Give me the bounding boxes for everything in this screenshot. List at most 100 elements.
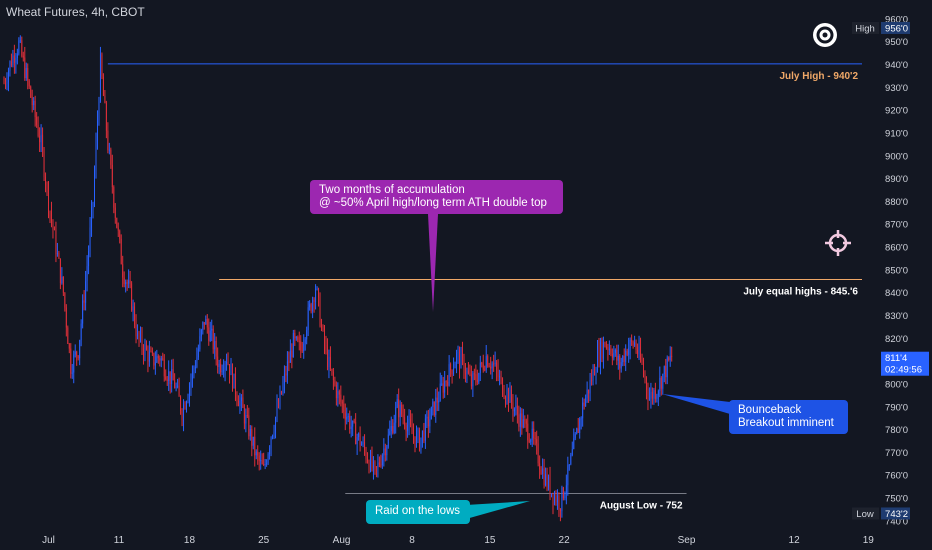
candle-body [16,53,18,59]
candle-body [165,376,167,380]
candle-body [448,364,450,386]
candle-body [163,359,165,377]
candle-body [48,185,49,212]
candle-body [326,346,328,368]
candle-body [67,327,69,344]
y-tick-label: 840'0 [885,288,908,299]
low-tag-value-bg [881,507,910,520]
candle-body [594,368,595,376]
y-tick-label: 950'0 [885,37,908,48]
candle-body [224,363,226,371]
candle-body [396,398,398,408]
candle-body [191,369,193,380]
candle-body [516,405,518,415]
candle-body [404,417,406,426]
y-tick-label: 770'0 [885,448,908,459]
candle-body [482,364,484,370]
candle-body [533,428,535,439]
candle-body [12,55,14,66]
candle-body [605,346,607,348]
candle-body [510,389,512,403]
candle-body [175,386,177,388]
candle-body [71,372,73,374]
candle-body [43,150,45,177]
candle-body [269,448,271,455]
candle-body [64,292,66,308]
candle-body [565,485,567,494]
candle-body [390,426,392,432]
candle-body [328,356,330,368]
candle-body [85,281,87,303]
candle-body [76,351,78,356]
candle-body [117,227,119,231]
candle-body [312,299,314,312]
candle-body [556,496,558,503]
candle-body [586,389,588,398]
candle-body [223,370,225,372]
candle-body [324,329,325,345]
candle-body [61,276,63,284]
candle-body [631,339,633,342]
candle-body [623,356,625,362]
bounce-callout[interactable]: Bounceback Breakout imminent [729,400,848,434]
candle-body [346,416,348,420]
candle-body [264,463,266,465]
candle-body [427,416,429,427]
candle-body [145,344,147,350]
candle-body [193,368,195,370]
candle-body [285,373,287,376]
candle-body [157,356,159,359]
y-tick-label: 940'0 [885,60,908,71]
candle-body [568,464,570,466]
price-axis: 960'0 950'0 940'0 930'0 920'0 910'0 900'0 890'0… [852,14,929,527]
candle-body [83,300,85,303]
candle-body [411,424,413,434]
candle-body [442,383,444,393]
candle-body [28,80,30,87]
bounce-callout-line2: Breakout imminent [738,417,834,429]
candle-body [601,342,603,359]
candle-body [570,455,572,465]
candle-body [651,391,653,399]
y-tick-label: 830'0 [885,311,908,322]
candle-body [273,431,275,436]
candle-body [447,381,449,386]
high-tag-value: 956'0 [885,23,908,34]
low-tag-label: Low [856,509,874,520]
candle-body [298,340,300,342]
candle-body [322,326,324,330]
candle-body [595,371,597,376]
candle-body [564,493,566,499]
candle-body [56,252,58,255]
candle-body [116,217,118,228]
candle-body [286,361,288,376]
candle-body [34,100,36,118]
candle-body [451,370,453,375]
candle-body [178,385,180,397]
accumulation-callout[interactable]: Two months of accumulation @ ~50% April … [310,180,563,214]
y-tick-label: 870'0 [885,220,908,231]
candle-body [13,55,15,63]
y-tick-label: 930'0 [885,83,908,94]
x-tick-label: Jul [42,535,55,546]
crosshair-icon[interactable] [825,230,851,256]
candle-body [377,462,379,468]
candle-body [647,389,649,400]
raid-callout[interactable]: Raid on the lows [366,500,470,524]
candle-body [542,468,544,475]
candle-body [656,395,658,399]
candle-body [306,330,308,340]
candle-body [352,420,354,427]
target-icon[interactable] [813,23,837,47]
candle-body [335,384,337,399]
candle-body [159,358,161,361]
candle-body [640,346,641,360]
candle-body [316,288,318,290]
candle-body [567,465,569,486]
candle-body [303,343,305,352]
candle-body [254,436,256,456]
candle-body [166,379,168,382]
candle-body [539,463,541,470]
candle-body [433,401,435,415]
